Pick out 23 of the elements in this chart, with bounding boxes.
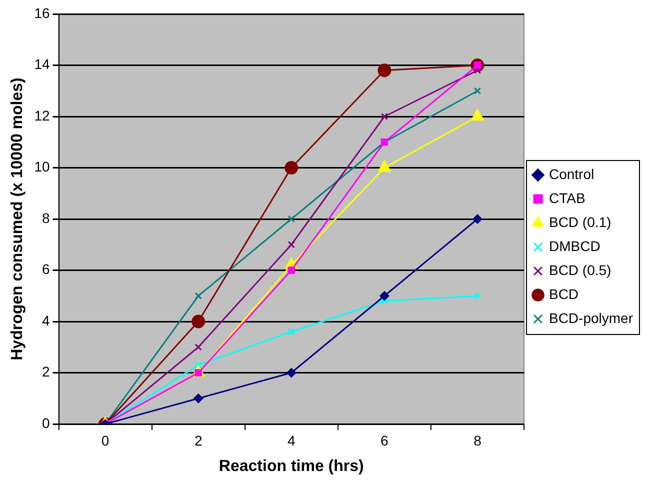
y-tick-label: 6 (42, 261, 50, 278)
y-tick-label: 4 (42, 312, 50, 328)
y-tick-label: 2 (42, 364, 50, 380)
legend-label: BCD (548, 286, 579, 302)
legend-label: CTAB (548, 190, 586, 206)
y-tick-label: 14 (34, 56, 50, 72)
y-axis-title: Hydrogen consumed (x 10000 moles) (9, 78, 26, 360)
legend-label: BCD (0.5) (548, 262, 612, 278)
x-axis-title: Reaction time (hrs) (218, 458, 364, 475)
legend-label: BCD (0.1) (548, 214, 612, 230)
legend-label: BCD-polymer (548, 310, 634, 326)
x-tick-label: 6 (380, 432, 389, 448)
x-tick-label: 2 (194, 432, 202, 448)
x-tick-label: 8 (474, 432, 482, 448)
y-tick-label: 8 (42, 210, 50, 226)
y-tick-label: 12 (34, 107, 50, 124)
x-tick-label: 4 (287, 432, 296, 448)
y-tick-label: 16 (34, 4, 50, 21)
legend-label: DMBCD (548, 238, 600, 254)
x-tick-label: 0 (101, 432, 110, 448)
y-tick-label: 0 (42, 414, 50, 431)
y-tick-label: 10 (34, 158, 50, 175)
legend-label: Control (548, 166, 594, 182)
